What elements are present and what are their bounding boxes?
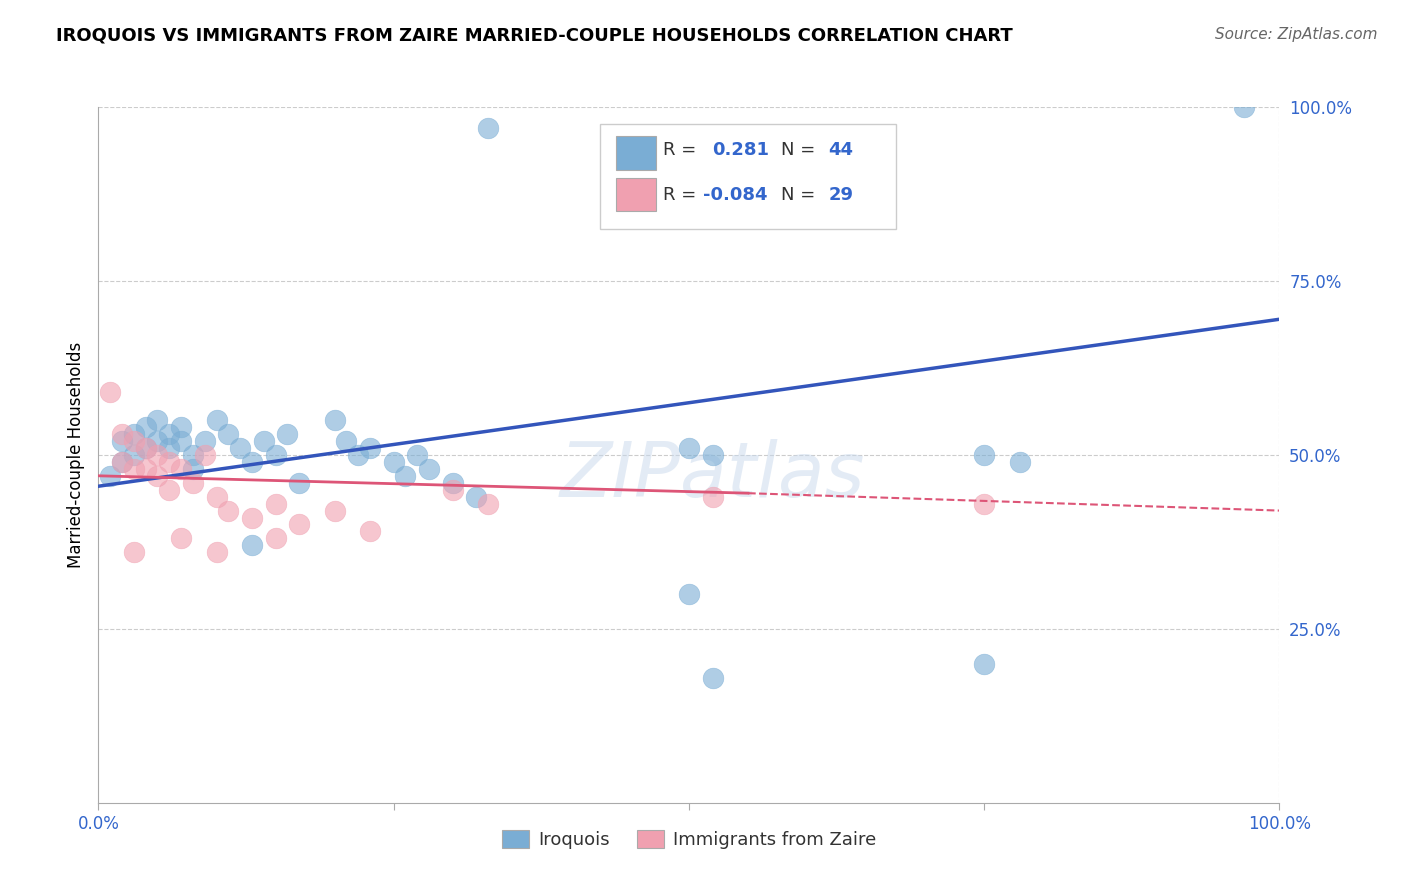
- Point: [135, 441, 157, 455]
- Point: [111, 455, 134, 469]
- Point: [217, 427, 239, 442]
- Point: [135, 441, 157, 455]
- Point: [973, 448, 995, 462]
- Point: [229, 441, 252, 455]
- Point: [122, 448, 145, 462]
- FancyBboxPatch shape: [616, 178, 655, 211]
- Point: [122, 545, 145, 559]
- Point: [323, 413, 346, 427]
- Point: [1233, 100, 1256, 114]
- Point: [157, 427, 180, 442]
- Point: [240, 510, 263, 524]
- Point: [288, 517, 311, 532]
- Point: [194, 434, 217, 448]
- Point: [323, 503, 346, 517]
- FancyBboxPatch shape: [600, 124, 896, 229]
- Point: [973, 657, 995, 671]
- Point: [157, 455, 180, 469]
- Point: [181, 462, 204, 476]
- Point: [702, 448, 724, 462]
- Text: Source: ZipAtlas.com: Source: ZipAtlas.com: [1215, 27, 1378, 42]
- Point: [122, 462, 145, 476]
- Point: [146, 434, 169, 448]
- Point: [382, 455, 405, 469]
- Point: [678, 441, 700, 455]
- Point: [335, 434, 357, 448]
- Text: R =: R =: [664, 186, 702, 203]
- Point: [359, 524, 381, 539]
- Point: [264, 448, 287, 462]
- Point: [135, 420, 157, 434]
- Point: [217, 503, 239, 517]
- Point: [418, 462, 440, 476]
- Point: [98, 468, 121, 483]
- Point: [264, 497, 287, 511]
- Text: 44: 44: [828, 141, 853, 159]
- Point: [146, 413, 169, 427]
- Point: [205, 490, 228, 504]
- Point: [170, 462, 193, 476]
- Point: [276, 427, 298, 442]
- Point: [240, 455, 263, 469]
- Point: [288, 475, 311, 490]
- Point: [359, 441, 381, 455]
- Point: [157, 441, 180, 455]
- Point: [111, 455, 134, 469]
- Point: [205, 413, 228, 427]
- Point: [973, 497, 995, 511]
- Text: R =: R =: [664, 141, 702, 159]
- Point: [111, 427, 134, 442]
- Text: -0.084: -0.084: [703, 186, 768, 203]
- Point: [406, 448, 429, 462]
- Point: [441, 483, 464, 497]
- Legend: Iroquois, Immigrants from Zaire: Iroquois, Immigrants from Zaire: [495, 822, 883, 856]
- Point: [146, 448, 169, 462]
- Point: [170, 420, 193, 434]
- Point: [477, 497, 499, 511]
- FancyBboxPatch shape: [616, 136, 655, 169]
- Point: [240, 538, 263, 552]
- Text: IROQUOIS VS IMMIGRANTS FROM ZAIRE MARRIED-COUPLE HOUSEHOLDS CORRELATION CHART: IROQUOIS VS IMMIGRANTS FROM ZAIRE MARRIE…: [56, 27, 1012, 45]
- Point: [146, 468, 169, 483]
- Text: N =: N =: [782, 141, 821, 159]
- Point: [477, 120, 499, 135]
- Point: [264, 532, 287, 546]
- Point: [122, 434, 145, 448]
- Point: [181, 448, 204, 462]
- Point: [253, 434, 276, 448]
- Point: [465, 490, 488, 504]
- Point: [678, 587, 700, 601]
- Point: [122, 427, 145, 442]
- Point: [441, 475, 464, 490]
- Point: [98, 385, 121, 400]
- Point: [702, 671, 724, 685]
- Text: N =: N =: [782, 186, 821, 203]
- Point: [181, 475, 204, 490]
- Point: [135, 462, 157, 476]
- Y-axis label: Married-couple Households: Married-couple Households: [66, 342, 84, 568]
- Point: [702, 490, 724, 504]
- Point: [194, 448, 217, 462]
- Point: [1008, 455, 1031, 469]
- Point: [347, 448, 370, 462]
- Text: 0.281: 0.281: [713, 141, 769, 159]
- Point: [394, 468, 416, 483]
- Point: [111, 434, 134, 448]
- Point: [205, 545, 228, 559]
- Point: [170, 532, 193, 546]
- Point: [170, 434, 193, 448]
- Text: 29: 29: [828, 186, 853, 203]
- Point: [157, 483, 180, 497]
- Text: ZIP​atlas: ZIP​atlas: [560, 439, 865, 513]
